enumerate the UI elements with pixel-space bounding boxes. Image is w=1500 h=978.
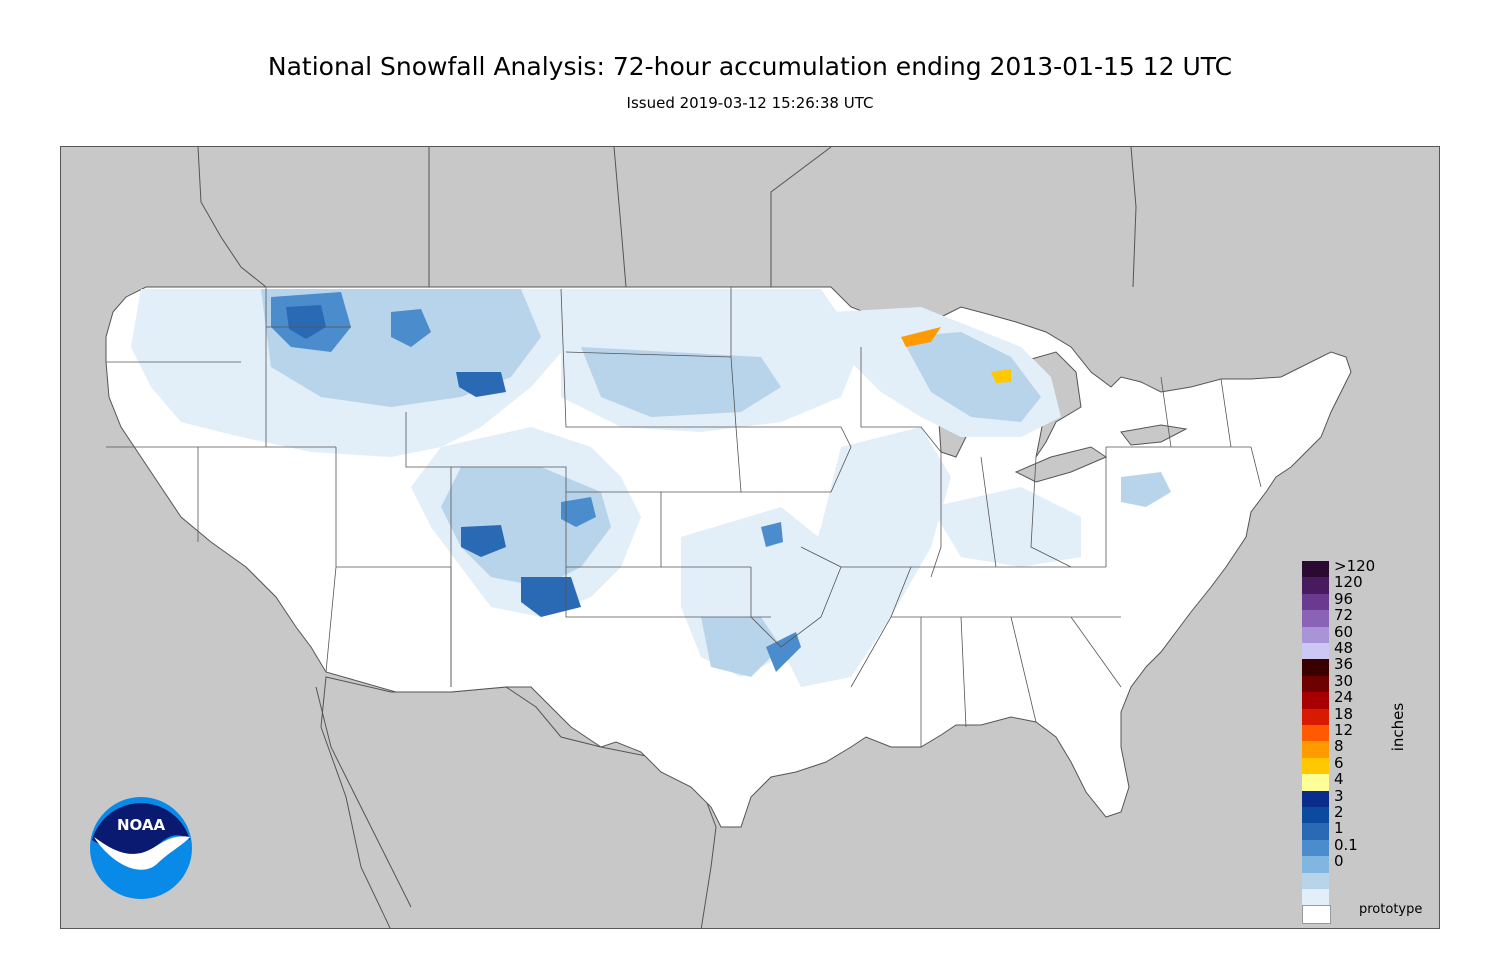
legend-swatch <box>1302 839 1329 857</box>
legend-swatch <box>1302 626 1329 643</box>
legend-label: 30 <box>1334 671 1354 690</box>
legend-label: 24 <box>1334 688 1354 707</box>
legend-label: 18 <box>1334 704 1354 723</box>
legend-label: 8 <box>1334 737 1344 756</box>
map-title: National Snowfall Analysis: 72-hour accu… <box>267 52 1233 81</box>
legend-label: 36 <box>1334 655 1354 674</box>
noaa-logo: NOAA <box>90 797 192 899</box>
legend-label: 60 <box>1334 622 1354 641</box>
legend-swatch <box>1302 905 1331 924</box>
legend-swatch <box>1302 708 1329 725</box>
canada-borders <box>197 147 1137 288</box>
legend-swatch <box>1302 774 1329 791</box>
legend-swatch <box>1302 823 1329 840</box>
baja-coast <box>315 686 412 908</box>
legend-swatch <box>1302 659 1329 676</box>
map-subtitle: Issued 2019-03-12 15:26:38 UTC <box>626 94 874 112</box>
legend-label: 6 <box>1334 753 1344 772</box>
state-borders <box>106 287 1262 747</box>
legend-label: 72 <box>1334 606 1354 625</box>
legend-swatch <box>1302 889 1329 906</box>
legend-swatch <box>1302 757 1329 775</box>
legend-swatch <box>1302 577 1329 594</box>
legend-swatch <box>1302 643 1329 660</box>
legend-swatch <box>1302 725 1329 742</box>
noaa-logo-text: NOAA <box>117 816 166 834</box>
legend-label: 0 <box>1334 852 1344 871</box>
legend-label: 3 <box>1334 786 1344 805</box>
legend-swatch <box>1302 741 1329 758</box>
legend-swatch <box>1302 692 1329 709</box>
legend-label: 4 <box>1334 770 1344 789</box>
legend-label: 48 <box>1334 639 1354 657</box>
legend-swatch <box>1302 561 1329 578</box>
lake-ontario <box>1120 424 1188 446</box>
legend-swatch <box>1302 675 1329 693</box>
legend-swatch <box>1302 807 1329 824</box>
legend-swatch <box>1302 856 1329 873</box>
snowfall-map <box>60 146 1440 929</box>
legend-label: 96 <box>1334 589 1354 608</box>
legend-swatch <box>1302 872 1329 889</box>
legend-units: inches <box>1389 702 1407 752</box>
prototype-label: prototype <box>1359 902 1423 917</box>
legend-label: 1 <box>1334 819 1344 838</box>
legend-label: 12 <box>1334 721 1354 739</box>
legend-label: 2 <box>1334 803 1344 821</box>
legend-swatch <box>1302 593 1329 611</box>
map-canvas <box>105 147 1352 928</box>
legend-label: 120 <box>1334 573 1363 592</box>
legend-label: 0.1 <box>1334 835 1358 854</box>
snowfall-shading <box>131 289 1171 687</box>
legend-label: >120 <box>1334 557 1376 575</box>
legend-swatch <box>1302 610 1329 627</box>
legend-swatch <box>1302 790 1329 807</box>
